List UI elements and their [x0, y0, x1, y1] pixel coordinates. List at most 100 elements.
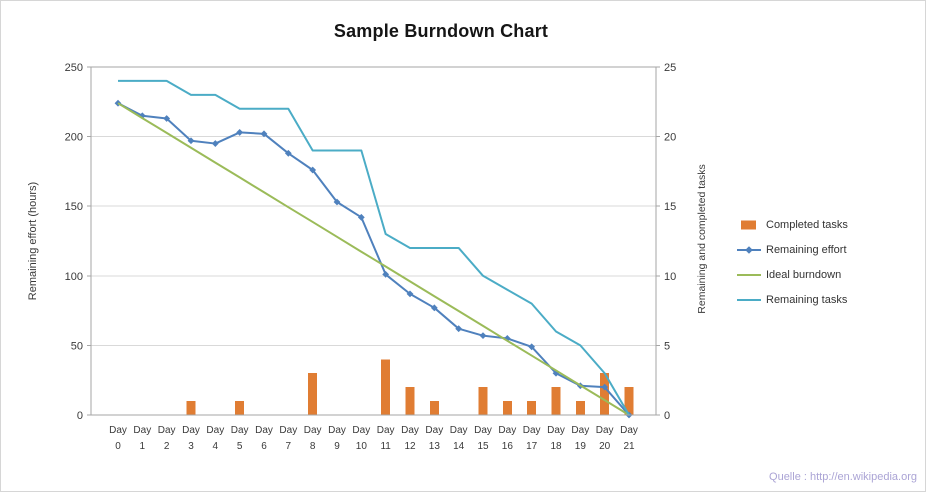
left-axis-title: Remaining effort (hours) — [27, 181, 39, 301]
x-label-prefix: Day — [571, 425, 589, 436]
bar-completed-tasks — [186, 401, 196, 415]
diamond-marker — [357, 213, 365, 221]
legend-swatch-graphic — [737, 298, 761, 301]
bar-completed-tasks — [405, 387, 415, 415]
legend-item-remaining-tasks: Remaining tasks — [737, 287, 848, 312]
x-label-prefix: Day — [304, 425, 322, 436]
bar-swatch-icon — [737, 219, 761, 231]
diamond-marker — [406, 290, 414, 298]
tick-labels-group: 0 50 100 150 200 250 0 5 10 15 20 25 — [65, 62, 677, 422]
swatch-diamond — [745, 245, 753, 254]
line-swatch-icon — [737, 294, 761, 306]
legend-swatch-graphic — [741, 220, 756, 229]
x-label-prefix: Day — [328, 425, 346, 436]
plot-border — [90, 66, 657, 416]
bar-completed-tasks — [624, 387, 634, 415]
legend-label: Completed tasks — [766, 218, 848, 231]
diamond-marker — [187, 137, 195, 145]
diamond-marker — [528, 343, 536, 351]
x-label-number: 6 — [261, 441, 267, 452]
right-axis-title: Remaining and completed tasks — [696, 164, 708, 314]
right-tick-label: 5 — [664, 340, 670, 352]
x-label-prefix: Day — [206, 425, 224, 436]
x-label-prefix: Day — [498, 425, 516, 436]
diamond-marker — [479, 332, 487, 340]
x-label-prefix: Day — [474, 425, 492, 436]
line-diamond-swatch-icon — [737, 244, 761, 256]
bar-completed-tasks — [600, 373, 610, 415]
left-tick-label: 200 — [65, 132, 83, 144]
axes-group — [87, 66, 660, 416]
x-label-number: 18 — [550, 441, 562, 452]
x-label-number: 0 — [115, 441, 121, 452]
x-label-prefix: Day — [425, 425, 443, 436]
x-label-number: 14 — [453, 441, 465, 452]
diamond-marker — [601, 383, 609, 391]
x-label-prefix: Day — [182, 425, 200, 436]
legend-item-remaining-effort: Remaining effort — [737, 237, 848, 262]
x-labels-group: Day 0 Day 1 Day 2 Day 3 Day 4 Day 5 Day 6 Day 7 Day 8 Day 9… — [109, 425, 638, 452]
x-label-prefix: Day — [596, 425, 614, 436]
x-label-prefix: Day — [279, 425, 297, 436]
x-label-number: 17 — [526, 441, 538, 452]
x-label-number: 8 — [310, 441, 316, 452]
legend-label: Remaining effort — [766, 243, 847, 256]
x-label-prefix: Day — [255, 425, 273, 436]
x-label-prefix: Day — [133, 425, 151, 436]
x-label-prefix: Day — [523, 425, 541, 436]
left-tick-label: 100 — [65, 271, 83, 283]
x-label-number: 9 — [334, 441, 340, 452]
x-label-number: 2 — [164, 441, 170, 452]
legend-label: Ideal burndown — [766, 268, 842, 281]
legend-swatch-graphic — [737, 273, 761, 276]
x-label-prefix: Day — [401, 425, 419, 436]
line-swatch-icon — [737, 269, 761, 281]
bar-completed-tasks — [308, 373, 318, 415]
bar-completed-tasks — [235, 401, 245, 415]
legend-item-completed-tasks: Completed tasks — [737, 212, 848, 237]
line-remaining-effort — [117, 102, 630, 416]
left-tick-label: 0 — [77, 410, 83, 422]
chart-title: Sample Burndown Chart — [333, 21, 549, 41]
swatch-bar — [741, 220, 756, 229]
x-label-prefix: Day — [620, 425, 638, 436]
x-label-number: 16 — [502, 441, 514, 452]
x-label-prefix: Day — [109, 425, 127, 436]
x-label-prefix: Day — [377, 425, 395, 436]
x-label-number: 4 — [213, 441, 219, 452]
x-label-prefix: Day — [231, 425, 249, 436]
right-tick-label: 10 — [664, 271, 676, 283]
x-label-number: 10 — [356, 441, 368, 452]
lines-group — [114, 79, 633, 419]
diamond-marker — [211, 140, 219, 147]
x-label-number: 1 — [140, 441, 146, 452]
bar-completed-tasks — [575, 401, 585, 415]
bar-completed-tasks — [381, 359, 391, 415]
left-tick-label: 250 — [65, 62, 83, 74]
diamond-marker — [163, 115, 171, 122]
bar-completed-tasks — [502, 401, 512, 415]
right-tick-label: 15 — [664, 201, 676, 213]
grid-group — [91, 66, 656, 416]
bar-completed-tasks — [429, 401, 439, 415]
bar-completed-tasks — [551, 387, 561, 415]
legend-swatch-graphic — [737, 245, 761, 254]
diamond-marker — [309, 166, 317, 174]
diamond-marker — [455, 325, 463, 333]
diamond-marker — [333, 198, 341, 206]
x-label-prefix: Day — [547, 425, 565, 436]
x-label-number: 12 — [404, 441, 416, 452]
bar-completed-tasks — [527, 401, 537, 415]
diamond-marker — [236, 129, 244, 136]
diamond-marker — [503, 335, 511, 342]
line-ideal-burndown — [117, 102, 630, 416]
x-label-prefix: Day — [352, 425, 370, 436]
right-tick-label: 25 — [664, 62, 676, 74]
x-label-number: 5 — [237, 441, 243, 452]
x-label-number: 19 — [575, 441, 587, 452]
legend: Completed tasks Remaining effort Ideal b… — [737, 212, 848, 312]
x-label-number: 11 — [380, 441, 391, 452]
diamond-marker — [260, 130, 268, 138]
